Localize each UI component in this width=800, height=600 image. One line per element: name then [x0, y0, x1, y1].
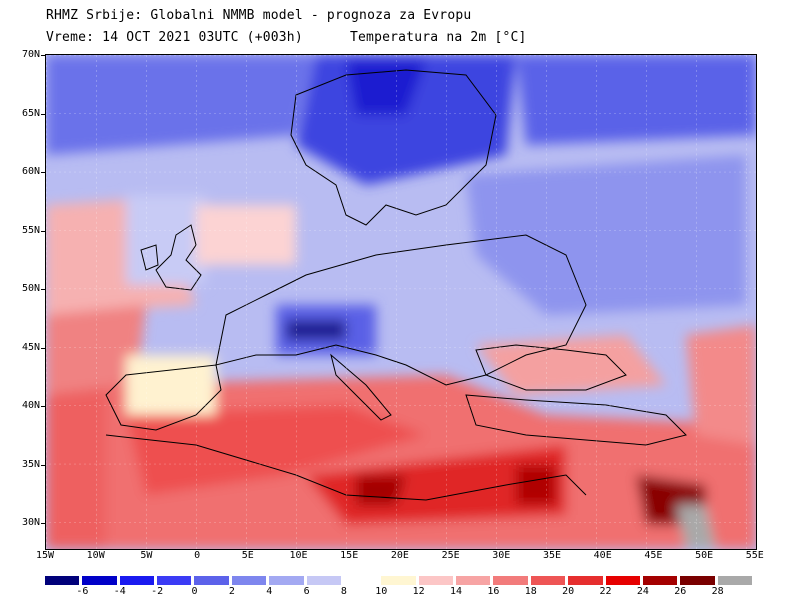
legend-label: 24 — [636, 586, 649, 597]
legend-swatch — [194, 576, 229, 585]
longitude-label: 45E — [644, 550, 663, 561]
legend-swatch — [306, 576, 341, 585]
latitude-tick — [41, 230, 45, 232]
longitude-label: 25E — [441, 550, 460, 561]
latitude-label: 35N — [21, 458, 40, 470]
longitude-label: 35E — [542, 550, 562, 561]
legend-swatch — [717, 576, 752, 585]
latitude-tick — [41, 464, 45, 466]
legend-label: 18 — [524, 586, 537, 597]
legend-label: 4 — [266, 586, 273, 597]
longitude-label: 15W — [35, 550, 55, 561]
legend-swatch — [642, 576, 678, 585]
legend-label: 12 — [412, 586, 425, 597]
legend-label: 22 — [599, 586, 612, 597]
map-title: RHMZ Srbije: Globalni NMMB model - progn… — [46, 8, 472, 23]
longitude-label: 5E — [241, 550, 254, 561]
legend-label: 26 — [674, 586, 687, 597]
latitude-tick — [41, 406, 45, 407]
legend-swatch — [530, 576, 566, 585]
latitude-label: 30N — [21, 517, 40, 528]
legend-label: 20 — [562, 586, 575, 597]
longitude-label: 30E — [492, 550, 511, 561]
legend-swatch — [119, 576, 155, 585]
latitude-label: 65N — [21, 107, 40, 119]
latitude-tick — [41, 523, 45, 524]
legend-label: 6 — [303, 586, 310, 597]
longitude-label: 55E — [745, 550, 764, 561]
longitude-label: 40E — [593, 550, 612, 561]
latitude-tick — [41, 347, 45, 349]
legend-label: 16 — [487, 586, 500, 597]
legend-swatch — [456, 576, 491, 585]
latitude-label: 60N — [21, 166, 40, 177]
longitude-label: 50E — [695, 550, 714, 561]
legend-label: -2 — [151, 586, 164, 597]
latitude-label: 55N — [21, 224, 40, 236]
latitude-tick — [41, 55, 45, 56]
legend-swatch — [231, 576, 267, 585]
legend-label: 14 — [450, 586, 463, 597]
legend-swatch — [82, 576, 117, 585]
legend-swatch — [605, 576, 640, 585]
legend-swatch — [680, 576, 715, 585]
legend-swatch — [157, 576, 192, 585]
legend-label: 2 — [228, 586, 235, 597]
longitude-label: 0 — [194, 550, 201, 561]
longitude-label: 5W — [140, 550, 153, 561]
latitude-tick — [41, 289, 45, 290]
latitude-label: 45N — [21, 341, 40, 353]
latitude-label: 50N — [21, 283, 40, 294]
legend-swatch — [493, 576, 528, 585]
color-legend — [45, 576, 755, 585]
legend-swatch — [269, 576, 304, 585]
legend-swatch — [45, 576, 80, 585]
longitude-label: 10E — [289, 550, 308, 561]
legend-swatch — [418, 576, 454, 585]
legend-label: 28 — [711, 586, 724, 597]
legend-label: 10 — [375, 586, 388, 597]
longitude-label: 15E — [340, 550, 359, 561]
longitude-label: 10W — [86, 550, 105, 561]
latitude-label: 70N — [21, 49, 40, 60]
map-canvas — [46, 55, 756, 549]
latitude-tick — [41, 113, 45, 115]
legend-label: -6 — [76, 586, 89, 597]
variable-label: Temperatura na 2m [°C] — [350, 30, 527, 45]
legend-label: 0 — [191, 586, 198, 597]
latitude-label: 40N — [21, 400, 40, 411]
legend-swatch — [381, 576, 416, 585]
legend-label: -4 — [113, 586, 126, 597]
legend-swatch — [343, 576, 379, 585]
longitude-label: 20E — [390, 550, 409, 561]
forecast-time: Vreme: 14 OCT 2021 03UTC (+003h) — [46, 30, 303, 45]
legend-swatch — [568, 576, 603, 585]
legend-label: 8 — [340, 586, 347, 597]
temperature-map — [45, 54, 757, 550]
latitude-tick — [41, 172, 45, 173]
